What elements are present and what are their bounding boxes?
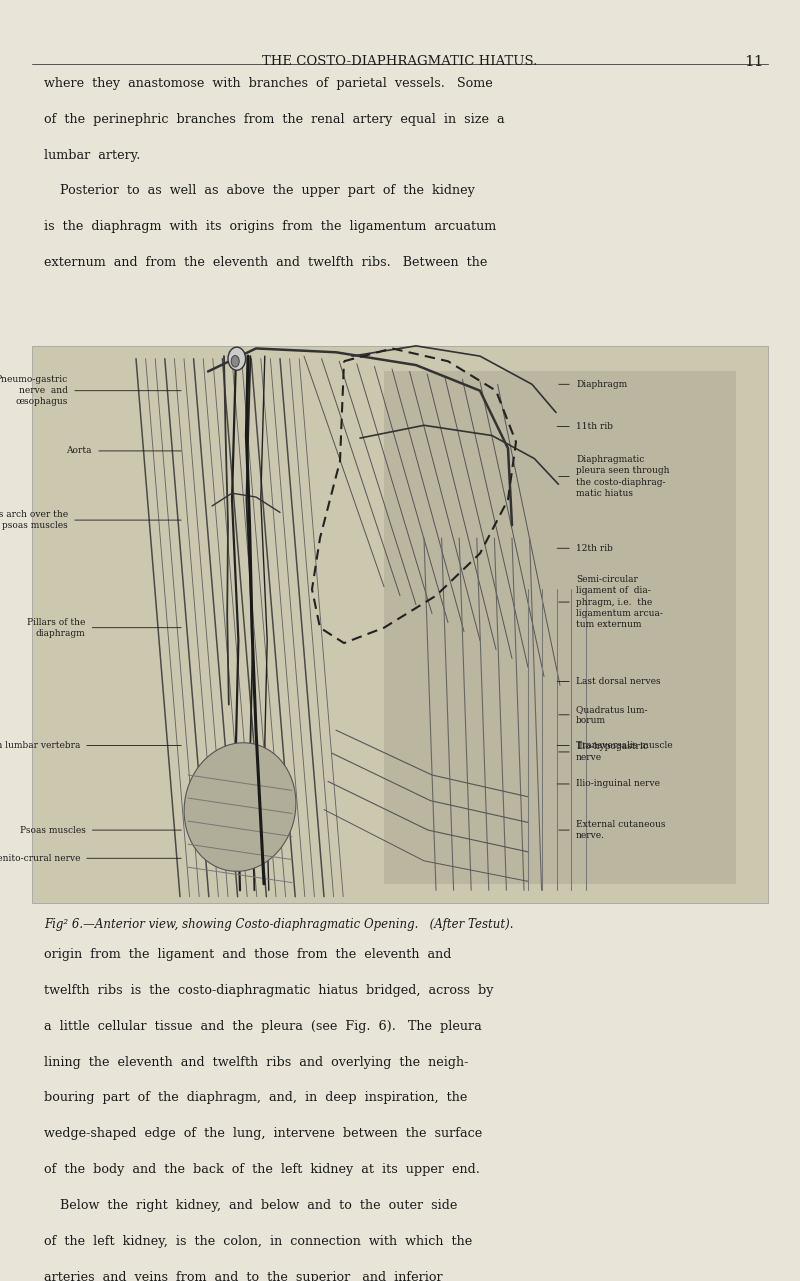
Text: Pillars of the
diaphragm: Pillars of the diaphragm [27, 617, 86, 638]
Text: External cutaneous
nerve.: External cutaneous nerve. [576, 820, 666, 840]
Text: Ilio-inguinal nerve: Ilio-inguinal nerve [576, 779, 660, 789]
Text: bouring  part  of  the  diaphragm,  and,  in  deep  inspiration,  the: bouring part of the diaphragm, and, in d… [44, 1091, 467, 1104]
Text: THE COSTO-DIAPHRAGMATIC HIATUS.: THE COSTO-DIAPHRAGMATIC HIATUS. [262, 55, 538, 68]
Text: Quadratus lum-
borum: Quadratus lum- borum [576, 705, 647, 725]
Ellipse shape [184, 743, 296, 871]
Bar [384, 371, 736, 884]
Text: Below  the  right  kidney,  and  below  and  to  the  outer  side: Below the right kidney, and below and to… [44, 1199, 458, 1212]
Text: a  little  cellular  tissue  and  the  pleura  (see  Fig.  6).   The  pleura: a little cellular tissue and the pleura … [44, 1020, 482, 1032]
Text: externum  and  from  the  eleventh  and  twelfth  ribs.   Between  the: externum and from the eleventh and twelf… [44, 256, 487, 269]
Text: Semi-circular
ligament of  dia-
phragm, i.e.  the
ligamentum arcua-
tum externum: Semi-circular ligament of dia- phragm, i… [576, 575, 663, 629]
Text: Genito-crural nerve: Genito-crural nerve [0, 853, 80, 863]
Text: is  the  diaphragm  with  its  origins  from  the  ligamentum  arcuatum: is the diaphragm with its origins from t… [44, 220, 496, 233]
Text: 11th rib: 11th rib [576, 421, 613, 432]
Text: Psoas muscles: Psoas muscles [20, 825, 86, 835]
Text: Pneumo-gastric
nerve  and
œsophagus: Pneumo-gastric nerve and œsophagus [0, 375, 68, 406]
Text: Transversalis muscle: Transversalis muscle [576, 740, 673, 751]
Ellipse shape [228, 347, 246, 370]
Text: Posterior  to  as  well  as  above  the  upper  part  of  the  kidney: Posterior to as well as above the upper … [44, 184, 475, 197]
Text: Diaphragmatic
pleura seen through
the costo-diaphrag-
matic hiatus: Diaphragmatic pleura seen through the co… [576, 455, 670, 498]
Text: Diaphragm: Diaphragm [576, 379, 627, 389]
Text: origin  from  the  ligament  and  those  from  the  eleventh  and: origin from the ligament and those from … [44, 948, 451, 961]
Text: arteries  and  veins  from  and  to  the  superior   and  inferior: arteries and veins from and to the super… [44, 1271, 442, 1281]
Bar [32, 346, 768, 903]
Text: Ilio-hypogastric
nerve: Ilio-hypogastric nerve [576, 742, 648, 762]
Text: Last dorsal nerves: Last dorsal nerves [576, 676, 661, 687]
Text: Aorta: Aorta [66, 446, 92, 456]
Text: 12th rib: 12th rib [576, 543, 613, 553]
Text: of  the  left  kidney,  is  the  colon,  in  connection  with  which  the: of the left kidney, is the colon, in con… [44, 1235, 472, 1248]
Text: of  the  body  and  the  back  of  the  left  kidney  at  its  upper  end.: of the body and the back of the left kid… [44, 1163, 480, 1176]
Text: of  the  perinephric  branches  from  the  renal  artery  equal  in  size  a: of the perinephric branches from the ren… [44, 113, 505, 126]
Text: 4th lumbar vertebra: 4th lumbar vertebra [0, 740, 80, 751]
Text: 11: 11 [745, 55, 764, 69]
Text: lumbar  artery.: lumbar artery. [44, 149, 140, 161]
Ellipse shape [231, 356, 239, 368]
Text: twelfth  ribs  is  the  costo-diaphragmatic  hiatus  bridged,  across  by: twelfth ribs is the costo-diaphragmatic … [44, 984, 494, 997]
Text: Fibrous arch over the
psoas muscles: Fibrous arch over the psoas muscles [0, 510, 68, 530]
Text: where  they  anastomose  with  branches  of  parietal  vessels.   Some: where they anastomose with branches of p… [44, 77, 493, 90]
Text: lining  the  eleventh  and  twelfth  ribs  and  overlying  the  neigh-: lining the eleventh and twelfth ribs and… [44, 1056, 468, 1068]
Text: wedge-shaped  edge  of  the  lung,  intervene  between  the  surface: wedge-shaped edge of the lung, intervene… [44, 1127, 482, 1140]
Text: Fig² 6.—Anterior view, showing Costo-diaphragmatic Opening.   (After Testut).: Fig² 6.—Anterior view, showing Costo-dia… [44, 918, 514, 931]
